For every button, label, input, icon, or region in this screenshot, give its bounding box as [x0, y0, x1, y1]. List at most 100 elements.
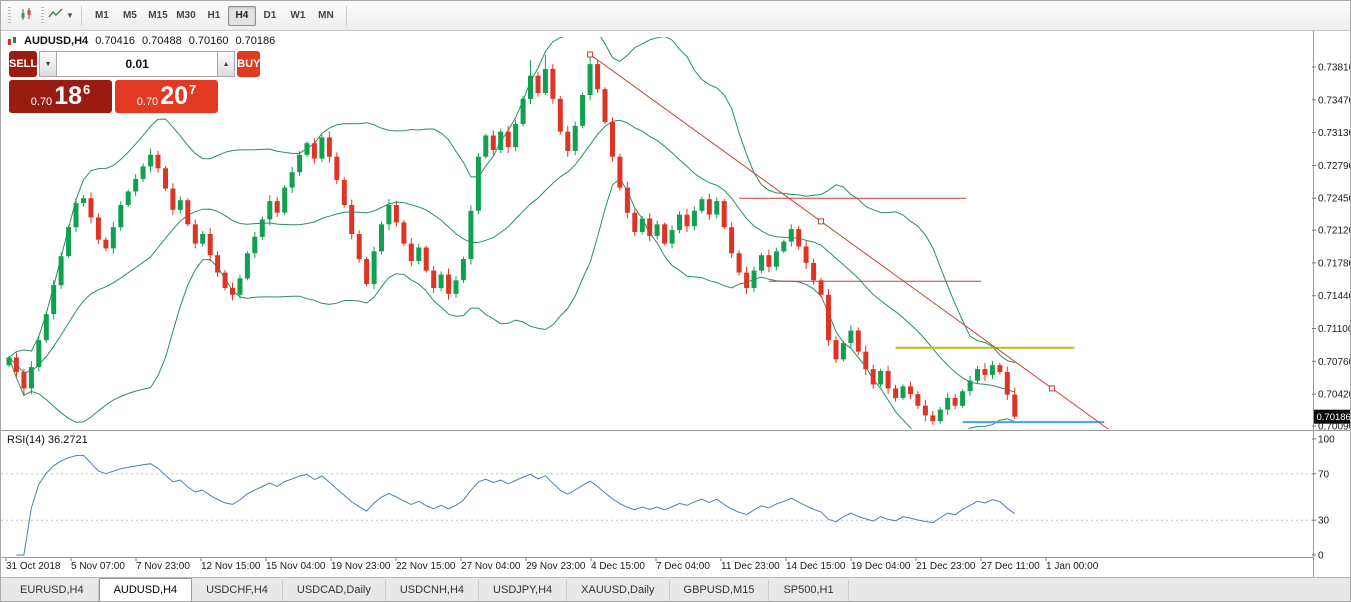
candle-body — [334, 156, 340, 180]
chart-window-icon — [7, 36, 17, 47]
time-axis-label: 15 Nov 04:00 — [266, 561, 326, 572]
candle-body — [669, 230, 675, 244]
candle-body — [572, 125, 578, 151]
tab-xauusd-daily[interactable]: XAUUSD,Daily — [567, 580, 670, 601]
candle-body — [878, 371, 884, 385]
candle-body — [416, 247, 422, 261]
toolbar-grip[interactable] — [41, 6, 44, 25]
symbol-info-strip: AUDUSD,H4 0.70416 0.70488 0.70160 0.7018… — [7, 35, 275, 47]
timeframe-button-m15[interactable]: M15 — [144, 6, 172, 26]
candle-body — [975, 369, 980, 381]
price-axis-label: 0.70420 — [1318, 390, 1351, 401]
time-axis-label: 14 Dec 15:00 — [786, 561, 846, 572]
time-axis-label: 7 Dec 04:00 — [656, 561, 710, 572]
candle-body — [855, 330, 861, 352]
chart-tools-dropdown-button[interactable]: ▼ — [47, 5, 75, 27]
price-axis-label: 0.70760 — [1318, 357, 1351, 368]
tab-usdjpy-h4[interactable]: USDJPY,H4 — [479, 580, 568, 601]
candle-body — [297, 154, 303, 173]
volume-decrease-button[interactable]: ▼ — [39, 51, 58, 77]
timeframe-button-h1[interactable]: H1 — [200, 6, 228, 26]
timeframe-button-d1[interactable]: D1 — [256, 6, 284, 26]
rsi-scale-label: 30 — [1318, 516, 1330, 527]
candle-body — [140, 166, 146, 179]
tab-usdchf-h4[interactable]: USDCHF,H4 — [192, 580, 283, 601]
tab-usdcnh-h4[interactable]: USDCNH,H4 — [386, 580, 480, 601]
candle-body — [542, 68, 548, 93]
candle-body — [960, 391, 966, 406]
timeframe-button-mn[interactable]: MN — [312, 6, 340, 26]
timeframe-button-m1[interactable]: M1 — [88, 6, 116, 26]
candle-body — [654, 224, 660, 236]
candle-body — [386, 205, 392, 225]
candle-body — [393, 205, 399, 223]
sell-price-pips: 18 — [54, 82, 82, 110]
candle-body — [952, 398, 958, 406]
candle-body — [505, 131, 511, 148]
candle-body — [423, 247, 429, 271]
tab-usdcad-daily[interactable]: USDCAD,Daily — [283, 580, 386, 601]
buy-button[interactable]: BUY — [237, 51, 261, 77]
rsi-name: RSI(14) — [7, 434, 45, 446]
tab-label: USDJPY,H4 — [493, 584, 553, 596]
price-axis-label: 0.72790 — [1318, 161, 1351, 172]
bollinger-band-line — [8, 37, 1015, 364]
tab-eurusd-h4[interactable]: EURUSD,H4 — [6, 580, 99, 601]
candle-body — [349, 205, 355, 234]
candle-body — [200, 234, 206, 244]
tab-label: AUDUSD,H4 — [113, 584, 178, 596]
ohlc-low: 0.70160 — [188, 35, 229, 47]
volume-input[interactable] — [57, 51, 218, 77]
candle-body — [893, 388, 899, 399]
trendline-handle[interactable] — [1049, 385, 1055, 392]
candle-body — [259, 219, 265, 237]
sell-price-tile[interactable]: 0.70 18 6 — [9, 80, 112, 113]
candle-body — [155, 154, 161, 169]
price-axis-label: 0.73130 — [1318, 128, 1351, 139]
candle-body — [811, 262, 817, 281]
candle-body — [647, 218, 653, 236]
candle-body — [125, 191, 131, 205]
timeframe-button-m30[interactable]: M30 — [172, 6, 200, 26]
toolbar-grip[interactable] — [8, 6, 11, 25]
candle-body — [475, 156, 481, 211]
candle-body — [885, 371, 891, 389]
volume-increase-button[interactable]: ▲ — [217, 51, 236, 77]
chart-button[interactable] — [14, 5, 38, 27]
candle-body — [565, 131, 571, 151]
bollinger-band-line — [8, 119, 1015, 393]
candle-body — [587, 64, 593, 95]
rsi-indicator-pane[interactable] — [1, 454, 1312, 556]
price-chart-canvas[interactable]: 0.73810 0.73470 0.73130 0.72790 0.72450 0.721… — [1, 31, 1351, 579]
chart-axes[interactable]: 0.73810 0.73470 0.73130 0.72790 0.72450 0.721… — [1, 31, 1351, 579]
candle-body — [729, 227, 735, 254]
candle-body — [1012, 394, 1018, 417]
candle-body — [699, 199, 705, 211]
tab-gbpusd-m15[interactable]: GBPUSD,M15 — [670, 580, 770, 601]
candle-body — [550, 68, 556, 99]
tab-audusd-h4[interactable]: AUDUSD,H4 — [98, 578, 193, 601]
current-price-badge — [1314, 409, 1350, 424]
trendline-object[interactable] — [589, 54, 1109, 430]
candle-body — [557, 98, 563, 132]
time-axis-label: 12 Nov 15:00 — [201, 561, 261, 572]
price-axis-label: 0.70090 — [1318, 422, 1351, 433]
timeframe-button-w1[interactable]: W1 — [284, 6, 312, 26]
candle-body — [602, 89, 608, 122]
trendline-handle[interactable] — [587, 51, 594, 58]
time-axis-label: 27 Nov 04:00 — [461, 561, 521, 572]
candle-body — [215, 255, 221, 273]
candle-body — [118, 205, 124, 228]
timeframe-button-h4[interactable]: H4 — [227, 5, 256, 26]
tab-sp500-h1[interactable]: SP500,H1 — [769, 580, 849, 601]
candle-body — [468, 210, 474, 260]
timeframe-button-m5[interactable]: M5 — [116, 6, 144, 26]
sell-button[interactable]: SELL — [9, 51, 38, 77]
candle-body — [95, 217, 101, 240]
candle-body — [900, 386, 906, 398]
candle-body — [401, 222, 407, 244]
main-price-pane[interactable] — [6, 31, 1109, 449]
buy-price-tile[interactable]: 0.70 20 7 — [115, 80, 218, 113]
trendline-handle[interactable] — [818, 218, 824, 225]
candle-body — [662, 224, 668, 244]
